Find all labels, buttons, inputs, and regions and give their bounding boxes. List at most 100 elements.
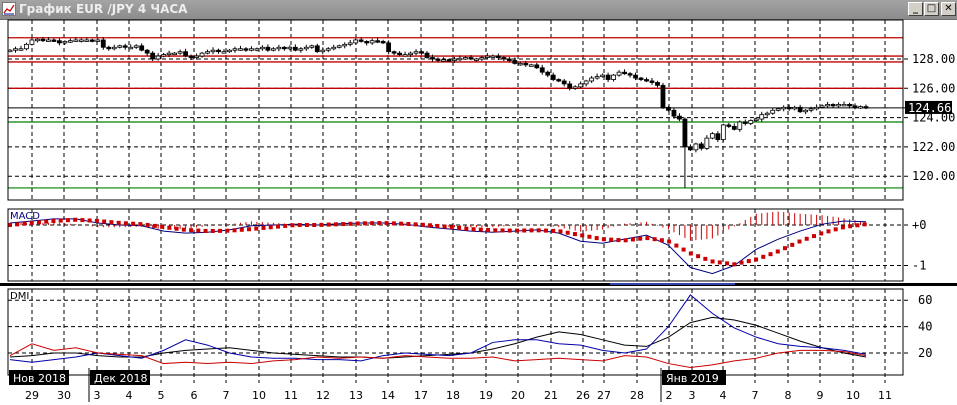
candle-body	[155, 55, 161, 60]
candle-body	[183, 51, 188, 57]
candle-body	[413, 51, 419, 54]
candle-body	[216, 49, 221, 53]
signal-dot	[529, 228, 534, 233]
signal-dot	[399, 221, 404, 226]
signal-dot	[58, 218, 63, 223]
candle-body	[605, 74, 611, 80]
macd-label: MACD	[10, 211, 40, 222]
candle-body	[419, 51, 424, 54]
signal-dot	[131, 221, 136, 226]
signal-dot	[138, 222, 143, 227]
candle-body	[188, 55, 194, 58]
candle-body	[205, 51, 210, 54]
candle-body	[808, 108, 814, 111]
candle-body	[314, 45, 320, 53]
signal-dot	[15, 222, 20, 227]
signal-dot	[391, 221, 396, 226]
signal-dot	[754, 257, 759, 262]
signal-dot	[790, 242, 795, 247]
signal-dot	[225, 228, 230, 233]
candle-body	[122, 45, 128, 48]
price-tick-label: 126.00	[912, 81, 955, 95]
month-label-bg	[90, 370, 150, 385]
month-label: Дек 2018	[94, 372, 148, 385]
signal-dot	[312, 223, 317, 227]
candle-body	[775, 108, 781, 111]
candle-body	[715, 133, 721, 140]
price-panel	[7, 19, 904, 201]
minimize-button[interactable]: _	[908, 2, 923, 16]
candle-body	[550, 74, 556, 80]
signal-dot	[297, 223, 302, 227]
date-label: 3	[689, 389, 696, 402]
candle-body	[495, 55, 501, 58]
date-label: 28	[630, 389, 644, 402]
candle-body	[567, 83, 573, 89]
signal-dot	[732, 262, 737, 267]
signal-dot	[746, 259, 751, 264]
candle-body	[737, 121, 743, 130]
candle-body	[803, 109, 809, 113]
candle-body	[578, 83, 584, 88]
candle-body	[238, 48, 243, 51]
maximize-button[interactable]: □	[924, 2, 939, 16]
signal-dot	[275, 224, 280, 229]
close-button[interactable]: ✕	[941, 2, 956, 16]
date-label: 29	[25, 389, 39, 402]
candle-body	[528, 64, 534, 67]
signal-dot	[36, 220, 41, 225]
signal-dot	[413, 222, 418, 227]
candle-body	[545, 71, 551, 76]
signal-dot	[80, 218, 85, 223]
date-label: 6	[191, 389, 198, 402]
signal-dot	[160, 224, 165, 229]
signal-dot	[152, 223, 157, 228]
candle-body	[863, 106, 869, 109]
candle-body	[7, 49, 13, 53]
candle-body	[452, 58, 457, 61]
candle-body	[364, 41, 370, 44]
candle-body	[512, 60, 518, 64]
price-candles	[7, 37, 869, 188]
chart-icon	[2, 2, 16, 16]
candle-body	[161, 54, 167, 57]
candle-body	[825, 104, 830, 107]
date-label: 26	[576, 389, 590, 402]
candle-body	[298, 48, 304, 51]
price-tick-label: 128.00	[912, 52, 955, 66]
signal-dot	[681, 247, 686, 252]
candle-body	[78, 39, 84, 42]
signal-dot	[833, 227, 838, 232]
candle-body	[249, 48, 254, 51]
price-tick-label: 120.00	[912, 169, 955, 183]
signal-dot	[254, 226, 259, 231]
candle-body	[13, 48, 18, 51]
date-label: 8	[785, 389, 792, 402]
current-price-label: 124.66	[908, 101, 951, 115]
date-label: 19	[479, 389, 493, 402]
signal-dot	[761, 254, 766, 259]
scroll-indicator[interactable]	[610, 283, 735, 285]
candle-body	[347, 42, 353, 45]
signal-dot	[601, 237, 606, 242]
candle-body	[474, 58, 479, 61]
signal-dot	[558, 229, 563, 234]
candle-body	[270, 48, 276, 51]
panel-splitter[interactable]	[0, 283, 957, 286]
date-label: 17	[414, 389, 428, 402]
signal-dot	[565, 230, 570, 235]
signal-dot	[181, 227, 186, 232]
window-title: График EUR /JPY 4 ЧАСА	[19, 2, 188, 16]
signal-dot	[65, 218, 70, 223]
candle-body	[260, 46, 265, 50]
signal-dot	[688, 251, 693, 256]
signal-dot	[196, 228, 201, 233]
candle-body	[35, 38, 40, 42]
candle-body	[446, 59, 452, 62]
month-label-bg	[662, 370, 726, 385]
macd-panel	[7, 208, 904, 282]
dmi-tick-label: 20	[918, 346, 932, 360]
candle-body	[814, 106, 820, 110]
signal-dot	[580, 233, 585, 238]
